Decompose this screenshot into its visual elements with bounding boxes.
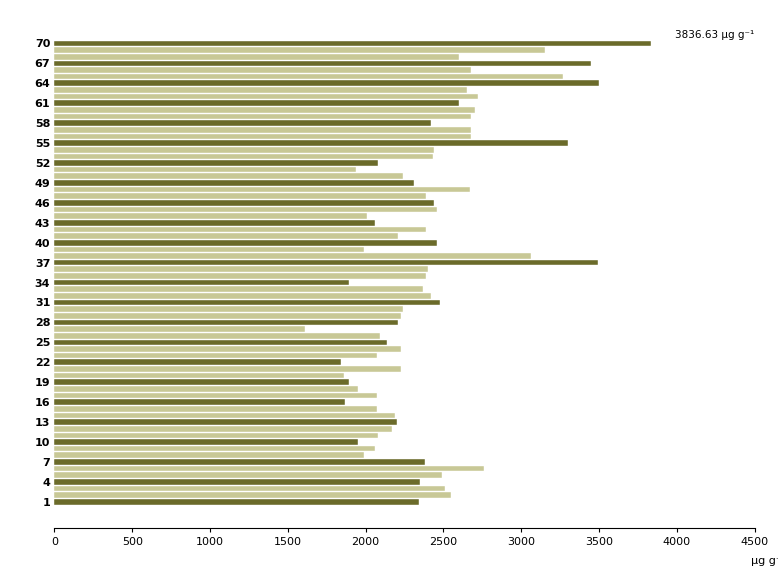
Bar xyxy=(54,412,395,418)
Bar xyxy=(54,260,598,266)
X-axis label: μg g⁻¹: μg g⁻¹ xyxy=(751,556,778,566)
Bar xyxy=(54,446,375,451)
Bar xyxy=(54,326,305,332)
Bar xyxy=(54,419,397,425)
Bar xyxy=(54,246,364,252)
Bar xyxy=(54,353,377,358)
Bar xyxy=(54,173,403,179)
Bar xyxy=(54,280,349,285)
Bar xyxy=(54,379,349,385)
Bar xyxy=(54,193,426,199)
Bar xyxy=(54,233,398,239)
Bar xyxy=(54,200,434,206)
Bar xyxy=(54,439,358,445)
Bar xyxy=(54,306,403,312)
Bar xyxy=(54,227,426,232)
Bar xyxy=(54,253,531,259)
Bar xyxy=(54,87,467,93)
Bar xyxy=(54,220,375,226)
Bar xyxy=(54,154,433,159)
Bar xyxy=(54,81,599,86)
Bar xyxy=(54,206,437,212)
Bar xyxy=(54,133,471,139)
Bar xyxy=(54,459,425,465)
Bar xyxy=(54,140,568,146)
Bar xyxy=(54,100,459,106)
Bar xyxy=(54,114,471,119)
Bar xyxy=(54,94,478,99)
Bar xyxy=(54,147,434,153)
Bar xyxy=(54,74,563,79)
Bar xyxy=(54,333,380,339)
Bar xyxy=(54,273,426,279)
Bar xyxy=(54,41,651,46)
Bar xyxy=(54,485,445,491)
Bar xyxy=(54,300,440,305)
Bar xyxy=(54,466,484,472)
Bar xyxy=(54,386,358,392)
Bar xyxy=(54,180,414,186)
Bar xyxy=(54,266,428,272)
Bar xyxy=(54,366,401,372)
Bar xyxy=(54,47,545,53)
Bar xyxy=(54,479,420,485)
Bar xyxy=(54,452,364,458)
Bar xyxy=(54,399,345,405)
Bar xyxy=(54,499,419,505)
Bar xyxy=(54,120,431,126)
Bar xyxy=(54,406,377,412)
Bar xyxy=(54,393,377,398)
Bar xyxy=(54,360,341,365)
Bar xyxy=(54,426,392,432)
Bar xyxy=(54,167,356,172)
Bar xyxy=(54,54,459,60)
Bar xyxy=(54,67,471,73)
Bar xyxy=(54,320,398,325)
Bar xyxy=(54,287,423,292)
Bar xyxy=(54,160,378,166)
Bar xyxy=(54,313,401,318)
Bar xyxy=(54,107,475,113)
Bar xyxy=(54,339,387,345)
Bar xyxy=(54,373,344,378)
Bar xyxy=(54,293,431,299)
Bar xyxy=(54,240,437,245)
Bar xyxy=(54,213,367,219)
Bar xyxy=(54,346,401,352)
Bar xyxy=(54,127,471,133)
Text: 3836.63 μg g⁻¹: 3836.63 μg g⁻¹ xyxy=(675,30,755,40)
Bar xyxy=(54,187,470,193)
Bar xyxy=(54,492,451,498)
Bar xyxy=(54,433,378,438)
Bar xyxy=(54,60,591,66)
Bar xyxy=(54,472,442,478)
